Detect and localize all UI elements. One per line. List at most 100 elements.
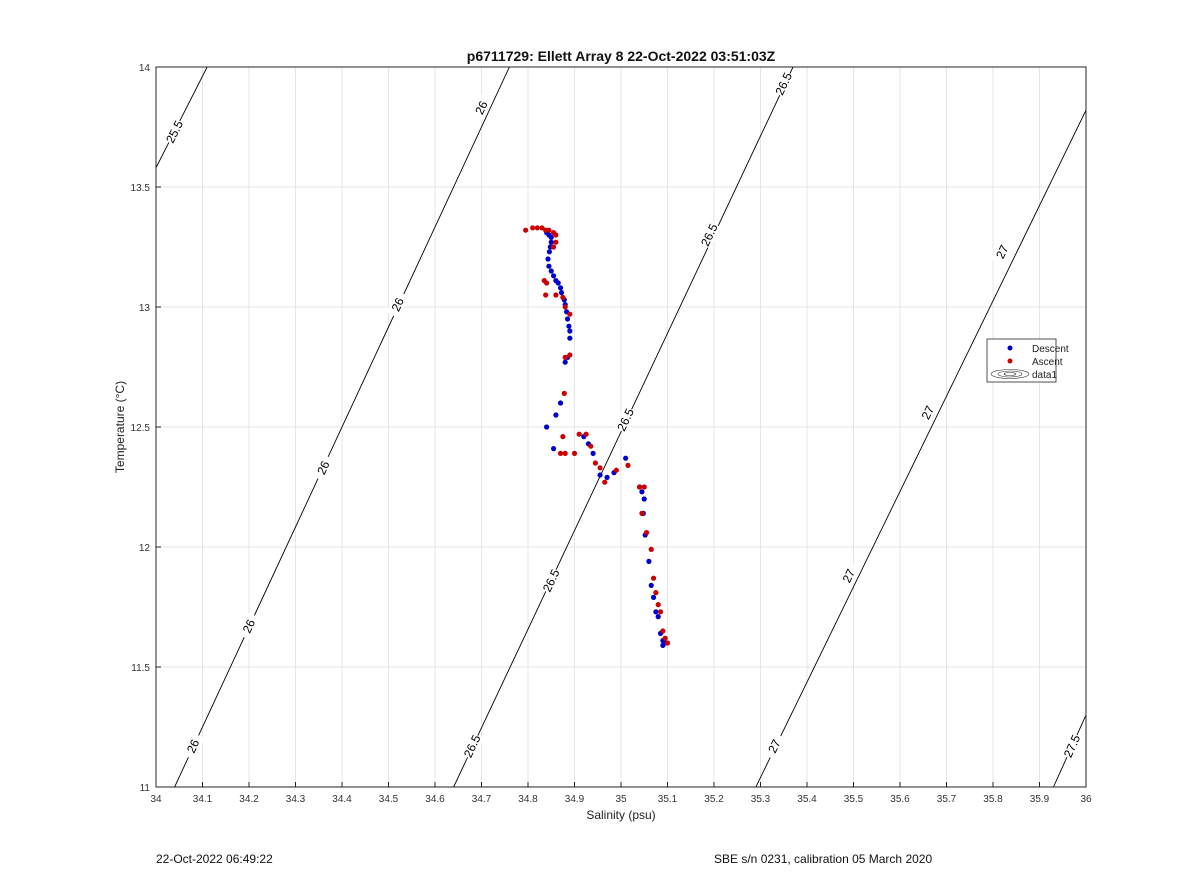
ascent-point [562,354,568,360]
descent-point [564,316,571,322]
x-tick-label: 35.7 [937,794,957,805]
x-tick-label: 34.7 [472,794,492,805]
ascent-point [553,232,559,238]
contour-label-bg [539,566,563,595]
x-tick-label: 34.5 [379,794,399,805]
ascent-point [641,484,647,490]
contour-label-bg [1060,732,1084,761]
x-tick-label: 35.8 [983,794,1003,805]
descent-point [660,642,666,649]
descent-point [550,273,557,279]
descent-point [641,496,647,502]
contour-label-bg [162,117,187,146]
contour-label: 25.5 [163,118,186,145]
y-tick-label: 12 [139,543,151,554]
contour-label: 27 [765,737,784,755]
descent-point [604,474,610,480]
ascent-point [571,450,578,456]
contour-label-bg [772,69,796,98]
contour-label: 26.5 [698,221,721,248]
contour-label-bg [181,732,205,761]
ascent-point [530,225,536,231]
contour-label: 27 [919,403,938,421]
y-tick-label: 11 [140,783,151,794]
contour-label: 26.5 [540,567,563,594]
y-tick-label: 13.5 [131,183,151,194]
legend-ascent-label: Ascent [1032,357,1063,368]
contour-label-bg [237,612,261,641]
x-tick-label: 35.5 [844,794,864,805]
ascent-point [657,609,664,615]
axis-ticks: 34 34.1 34.2 34.3 34.4 34.5 34.6 34.7 34.8 34.9 35… [131,63,1092,805]
contour-label-bg [762,732,787,761]
contour-label-bg [837,561,861,590]
x-tick-label: 35.1 [658,794,678,805]
contour-label: 26.5 [772,70,795,97]
ascent-point [655,602,661,608]
descent-point [623,455,629,461]
ascent-point [560,294,566,300]
descent-point [553,412,559,418]
ascent-point [560,434,566,440]
descent-point [557,285,564,291]
descent-point [567,335,573,341]
contour-label-bg [460,732,484,761]
ascent-point [553,239,559,245]
ascent-point [583,431,589,437]
ascent-point [662,635,668,641]
ascent-point [613,467,619,473]
ascent-point [592,460,599,466]
ascent-point [664,640,671,646]
descent-point [566,323,572,329]
contour-label: 27.5 [1061,732,1084,759]
contour-label-bg [386,290,410,319]
descent-point [548,239,554,245]
ascent-point [588,443,594,449]
x-tick-label: 34.6 [425,794,445,805]
descent-point [548,234,554,240]
contour-label: 27 [993,242,1012,260]
descent-point [546,249,552,255]
y-tick-label: 14 [139,63,151,74]
contour-label-bg [311,453,335,482]
legend-descent-marker [1007,345,1013,351]
ascent-point [650,575,657,581]
contour-label-bg [470,93,493,122]
contour-label: 26.5 [614,406,637,433]
ascent-point [625,462,631,468]
x-tick-label: 35 [615,794,627,805]
descent-point [653,609,659,615]
ascent-point [562,304,568,310]
legend-data1-label: data1 [1032,370,1057,381]
x-tick-label: 34.8 [518,794,538,805]
descent-point [557,400,564,406]
descent-point [590,450,596,456]
x-tick-label: 34.9 [565,794,585,805]
footer-calibration: SBE s/n 0231, calibration 05 March 2020 [714,852,933,866]
chart-title: p6711729: Ellett Array 8 22-Oct-2022 03:… [467,48,776,64]
x-tick-label: 35.2 [704,794,724,805]
ascent-point [567,311,573,317]
x-tick-label: 34 [150,794,162,805]
descent-point [562,359,568,365]
x-tick-label: 35.3 [751,794,771,805]
isopycnal-line [156,67,208,169]
descent-point [545,256,551,262]
descent-point [546,263,552,269]
ascent-point [534,225,540,231]
contour-label-bg [697,221,721,249]
contour-label-bg [614,405,638,434]
descent-point [550,446,557,452]
x-axis-label: Salinity (psu) [586,808,655,822]
contour-label: 26 [240,617,258,635]
isopycnal-line [755,110,1086,787]
ascent-point [543,292,549,298]
ascent-point [576,431,582,437]
descent-point [567,328,573,334]
contour-label: 26 [184,737,202,755]
legend-ascent-marker [1007,358,1013,364]
x-tick-label: 35.6 [890,794,910,805]
ascent-point [653,590,659,596]
descent-point [597,472,603,478]
x-tick-label: 34.4 [332,794,352,805]
